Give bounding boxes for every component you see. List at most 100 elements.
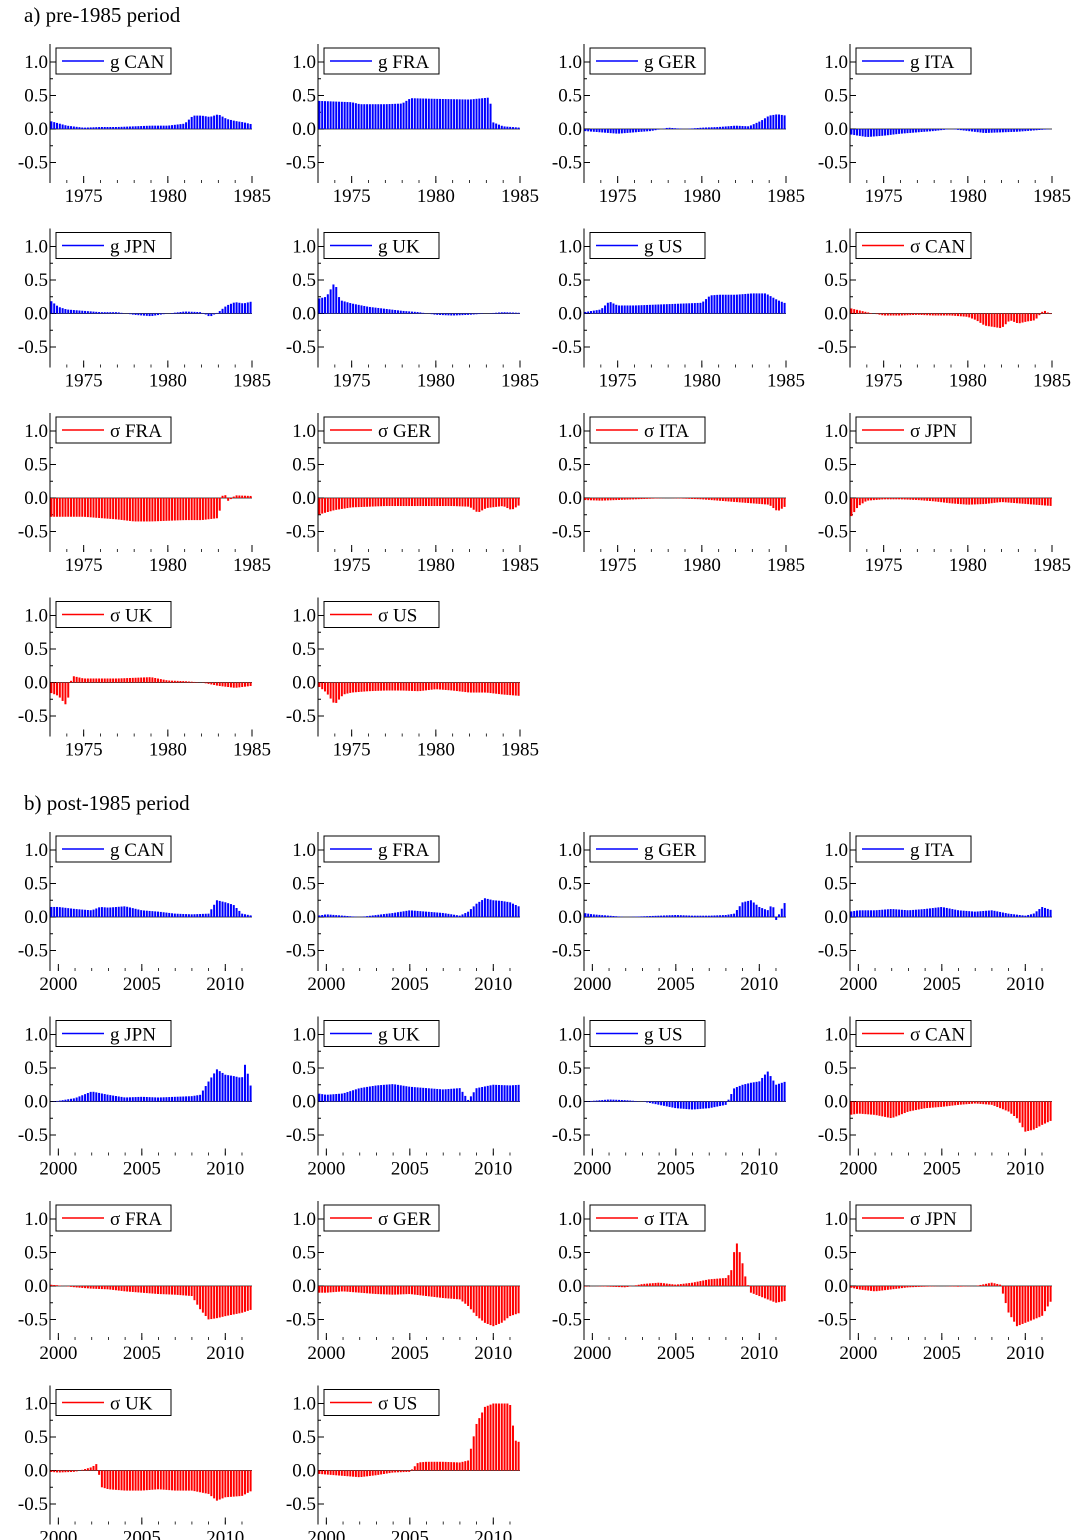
chart-pre-g-uk: 1.0 0.5 0.0 -0.5 1975 1980 1985 g UK xyxy=(286,228,539,392)
chart-post-g-us-y-tick-label: 1.0 xyxy=(558,1025,582,1046)
chart-pre-sigma-ita-y-tick-label: 0.0 xyxy=(558,488,582,509)
chart-post-g-jpn-y-tick-label: 1.0 xyxy=(24,1025,48,1046)
chart-pre-g-ger-y-tick-label: 0.5 xyxy=(558,86,582,107)
chart-post-g-uk-y-tick-label: 0.0 xyxy=(292,1092,316,1113)
chart-post-sigma-us-bars xyxy=(318,1403,520,1478)
chart-pre-g-can-y-tick-label: 0.0 xyxy=(24,119,48,140)
chart-post-sigma-fra-legend-label: σ FRA xyxy=(110,1209,162,1230)
chart-post-g-uk-y-tick-label: 1.0 xyxy=(292,1025,316,1046)
chart-pre-g-ita-y-tick-label: 1.0 xyxy=(824,52,848,73)
chart-pre-g-can-y-tick-label: -0.5 xyxy=(18,153,48,174)
chart-pre-sigma-ger: 1.0 0.5 0.0 -0.5 1975 1980 1985 σ GER xyxy=(286,413,539,576)
chart-post-sigma-us-legend-label: σ US xyxy=(378,1394,417,1415)
chart-pre-g-ita-y-tick-label: 0.0 xyxy=(824,119,848,140)
chart-pre-sigma-uk-y-tick-label: 0.5 xyxy=(24,639,48,660)
chart-pre-sigma-can-y-tick-label: 1.0 xyxy=(824,237,848,258)
chart-pre-sigma-fra-y-tick-label: 0.5 xyxy=(24,455,48,476)
chart-pre-sigma-fra-legend-label: σ FRA xyxy=(110,421,162,442)
chart-pre-sigma-uk-y-tick-label: 1.0 xyxy=(24,606,48,627)
chart-pre-sigma-can: 1.0 0.5 0.0 -0.5 1975 1980 1985 σ CAN xyxy=(818,228,1071,392)
chart-pre-sigma-uk-y-tick-label: -0.5 xyxy=(18,706,48,727)
chart-pre-g-ita-x-tick-label: 1980 xyxy=(949,186,987,207)
chart-pre-sigma-fra-y-tick-label: -0.5 xyxy=(18,522,48,543)
chart-post-sigma-can-x-tick-label: 2010 xyxy=(1006,1159,1044,1180)
chart-pre-sigma-us-x-tick-label: 1980 xyxy=(417,740,455,761)
chart-post-sigma-us-y-tick-label: -0.5 xyxy=(286,1494,316,1515)
chart-post-sigma-uk-y-tick-label: 0.0 xyxy=(24,1461,48,1482)
chart-pre-g-uk-x-tick-label: 1980 xyxy=(417,371,455,392)
chart-pre-sigma-fra-bars xyxy=(50,495,252,522)
chart-post-sigma-ita-y-tick-label: -0.5 xyxy=(552,1310,582,1331)
chart-pre-g-us-y-tick-label: 1.0 xyxy=(558,237,582,258)
chart-post-g-ita-y-tick-label: 0.0 xyxy=(824,907,848,928)
chart-post-g-ita-y-tick-label: -0.5 xyxy=(818,941,848,962)
chart-post-g-can-y-tick-label: 1.0 xyxy=(24,840,48,861)
chart-pre-g-ger-y-tick-label: 1.0 xyxy=(558,52,582,73)
chart-post-g-ger-y-tick-label: 0.0 xyxy=(558,907,582,928)
chart-pre-sigma-us-y-tick-label: 0.5 xyxy=(292,639,316,660)
chart-pre-sigma-can-x-tick-label: 1985 xyxy=(1033,371,1071,392)
chart-post-g-fra-x-tick-label: 2010 xyxy=(474,974,512,995)
chart-pre-g-us-legend-box xyxy=(589,232,706,259)
chart-post-sigma-can-y-tick-label: -0.5 xyxy=(818,1125,848,1146)
chart-pre-sigma-us-bars xyxy=(318,682,520,703)
chart-post-g-ita-y-tick-label: 1.0 xyxy=(824,840,848,861)
chart-pre-sigma-can-bars xyxy=(850,308,1052,329)
chart-pre-g-ita-x-tick-label: 1985 xyxy=(1033,186,1071,207)
chart-post-g-fra-y-tick-label: 0.0 xyxy=(292,907,316,928)
chart-post-sigma-can-bars xyxy=(850,1101,1052,1132)
chart-post-sigma-jpn: 1.0 0.5 0.0 -0.5 2000 2005 2010 σ JPN xyxy=(818,1201,1052,1364)
chart-pre-sigma-ita-y-tick-label: -0.5 xyxy=(552,522,582,543)
chart-pre-g-fra-legend-label: g FRA xyxy=(378,52,429,73)
chart-post-sigma-ger-y-tick-label: 0.5 xyxy=(292,1243,316,1264)
chart-post-g-can-y-tick-label: 0.0 xyxy=(24,907,48,928)
chart-post-sigma-uk-x-tick-label: 2000 xyxy=(39,1528,77,1540)
chart-post-g-can-x-tick-label: 2005 xyxy=(123,974,161,995)
chart-post-g-fra: 1.0 0.5 0.0 -0.5 2000 2005 2010 g FRA xyxy=(286,832,520,995)
chart-pre-g-jpn-y-tick-label: -0.5 xyxy=(18,337,48,358)
chart-post-sigma-fra: 1.0 0.5 0.0 -0.5 2000 2005 2010 σ FRA xyxy=(18,1201,252,1364)
chart-post-g-us-x-tick-label: 2005 xyxy=(657,1159,695,1180)
chart-pre-g-jpn: 1.0 0.5 0.0 -0.5 1975 1980 1985 g JPN xyxy=(18,228,271,392)
chart-post-g-ita-x-tick-label: 2010 xyxy=(1006,974,1044,995)
chart-post-g-us-legend-label: g US xyxy=(644,1025,683,1046)
chart-post-g-us: 1.0 0.5 0.0 -0.5 2000 2005 2010 g US xyxy=(552,1016,786,1180)
chart-post-sigma-us: 1.0 0.5 0.0 -0.5 2000 2005 2010 σ US xyxy=(286,1385,520,1540)
chart-post-sigma-us-x-tick-label: 2010 xyxy=(474,1528,512,1540)
chart-post-sigma-can-x-tick-label: 2000 xyxy=(839,1159,877,1180)
chart-pre-g-ita-bars xyxy=(850,129,1052,137)
chart-pre-sigma-can-y-tick-label: 0.0 xyxy=(824,304,848,325)
chart-pre-g-can-x-tick-label: 1985 xyxy=(233,186,271,207)
chart-post-sigma-jpn-y-tick-label: 0.5 xyxy=(824,1243,848,1264)
chart-post-sigma-ita-x-tick-label: 2005 xyxy=(657,1343,695,1364)
chart-pre-g-us-bars xyxy=(584,293,786,314)
chart-pre-g-uk-x-tick-label: 1975 xyxy=(333,371,371,392)
chart-post-g-fra-y-tick-label: -0.5 xyxy=(286,941,316,962)
chart-pre-sigma-fra-y-tick-label: 0.0 xyxy=(24,488,48,509)
chart-post-g-fra-legend-label: g FRA xyxy=(378,840,429,861)
chart-pre-g-ger-x-tick-label: 1975 xyxy=(599,186,637,207)
chart-pre-g-ger-x-tick-label: 1980 xyxy=(683,186,721,207)
chart-post-g-uk-bars xyxy=(318,1084,520,1102)
chart-pre-sigma-uk-y-tick-label: 0.0 xyxy=(24,673,48,694)
chart-post-sigma-us-y-tick-label: 0.0 xyxy=(292,1461,316,1482)
chart-pre-g-ger-legend-label: g GER xyxy=(644,52,697,73)
chart-post-g-fra-bars xyxy=(318,898,520,917)
chart-post-g-us-y-tick-label: 0.0 xyxy=(558,1092,582,1113)
chart-post-g-ger-x-tick-label: 2000 xyxy=(573,974,611,995)
chart-pre-g-us-y-tick-label: 0.5 xyxy=(558,270,582,291)
chart-pre-g-can-legend-label: g CAN xyxy=(110,52,165,73)
chart-pre-sigma-can-y-tick-label: 0.5 xyxy=(824,270,848,291)
chart-pre-sigma-uk-x-tick-label: 1985 xyxy=(233,740,271,761)
chart-post-g-jpn-x-tick-label: 2005 xyxy=(123,1159,161,1180)
chart-post-sigma-jpn-x-tick-label: 2010 xyxy=(1006,1343,1044,1364)
chart-pre-sigma-ger-x-tick-label: 1975 xyxy=(333,555,371,576)
chart-post-g-ger-y-tick-label: 0.5 xyxy=(558,874,582,895)
chart-pre-sigma-us-y-tick-label: 0.0 xyxy=(292,673,316,694)
chart-pre-sigma-ger-y-tick-label: 0.5 xyxy=(292,455,316,476)
chart-pre-sigma-uk-x-tick-label: 1975 xyxy=(65,740,103,761)
chart-post-g-fra-x-tick-label: 2000 xyxy=(307,974,345,995)
chart-pre-sigma-jpn-y-tick-label: -0.5 xyxy=(818,522,848,543)
chart-pre-g-fra-y-tick-label: 0.5 xyxy=(292,86,316,107)
chart-post-sigma-fra-x-tick-label: 2000 xyxy=(39,1343,77,1364)
